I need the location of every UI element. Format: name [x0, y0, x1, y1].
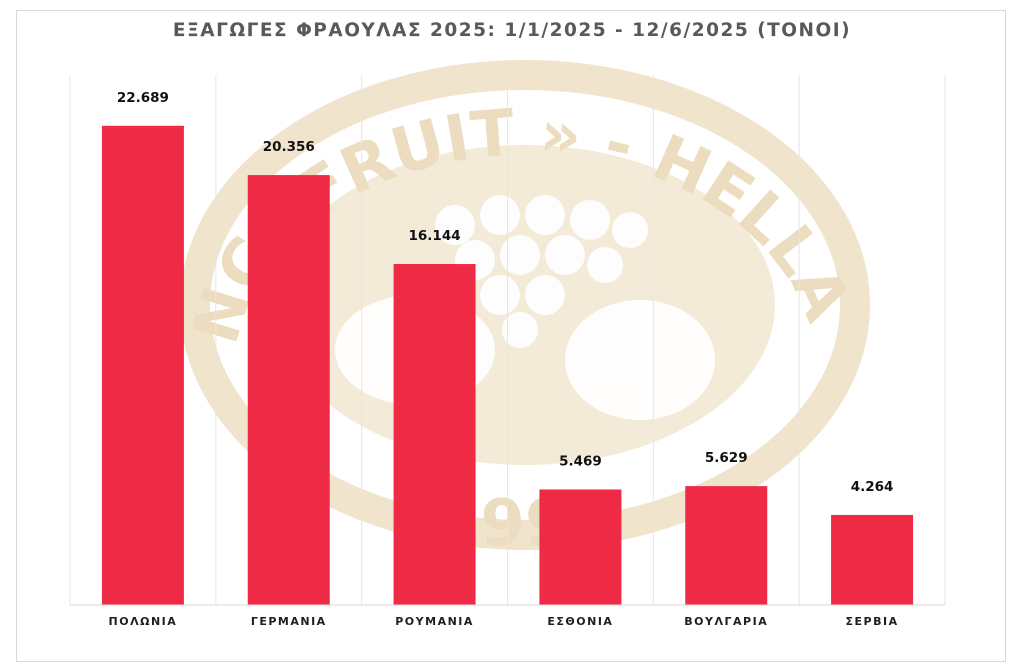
x-tick-label: ΒΟΥΛΓΑΡΙΑ	[684, 615, 768, 628]
bar	[101, 125, 184, 605]
x-tick-label: ΣΕΡΒΙΑ	[846, 615, 899, 628]
bars	[101, 125, 914, 605]
data-label: 20.356	[263, 139, 315, 155]
data-label: 16.144	[409, 228, 461, 244]
data-labels: 22.689 20.356 16.144 5.469 5.629 4.264	[117, 90, 894, 495]
x-tick-label: ΡΟΥΜΑΝΙΑ	[395, 615, 474, 628]
x-tick-labels: ΠΟΛΩΝΙΑ ΓΕΡΜΑΝΙΑ ΡΟΥΜΑΝΙΑ ΕΣΘΟΝΙΑ ΒΟΥΛΓΑΡΙΑ Σ…	[109, 615, 899, 628]
category-gridlines	[69, 75, 946, 605]
x-tick-label: ΕΣΘΟΝΙΑ	[547, 615, 613, 628]
bar	[685, 486, 768, 605]
chart-title: ΕΞΑΓΩΓΕΣ ΦΡΑΟΥΛΑΣ 2025: 1/1/2025 - 12/6/…	[172, 20, 852, 41]
bar	[831, 514, 914, 605]
x-tick-label: ΓΕΡΜΑΝΙΑ	[251, 615, 327, 628]
data-label: 5.629	[705, 450, 748, 466]
bar	[393, 264, 476, 605]
data-label: 5.469	[559, 453, 602, 469]
data-label: 4.264	[851, 479, 894, 495]
bar	[539, 489, 622, 605]
x-tick-label: ΠΟΛΩΝΙΑ	[109, 615, 178, 628]
data-label: 22.689	[117, 90, 169, 106]
bar	[247, 175, 330, 605]
